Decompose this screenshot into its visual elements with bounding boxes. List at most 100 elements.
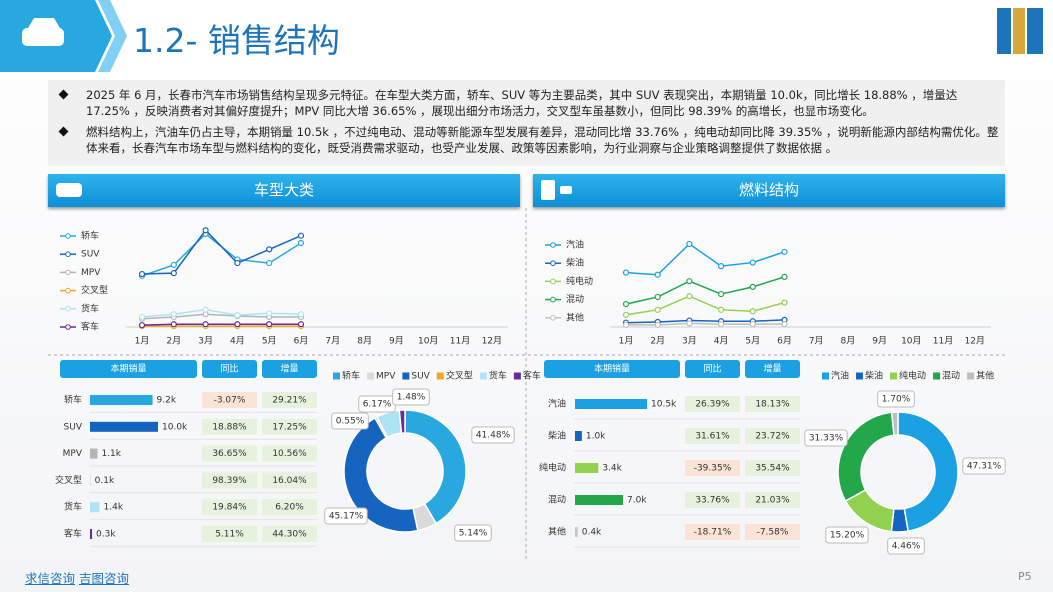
category-label: 客车: [64, 528, 82, 540]
point-marker: [297, 239, 305, 247]
table-cell-text: 33.76%: [695, 496, 730, 506]
point-marker: [297, 321, 305, 328]
page-title: 1.2- 销售结构: [133, 21, 340, 60]
legend-swatch: [333, 372, 340, 380]
legend-label: SUV: [411, 372, 430, 382]
table-cell: [262, 418, 317, 435]
point-marker: [654, 306, 661, 313]
pie-segment: [890, 411, 899, 437]
legend-label: 轿车: [342, 370, 360, 382]
legend-marker: [550, 242, 556, 248]
legend-swatch: [436, 372, 444, 380]
point-marker: [717, 306, 725, 313]
summary-box: [48, 80, 1005, 166]
table-header-label: 增量: [280, 363, 298, 375]
legend-marker: [65, 287, 71, 294]
legend-marker: [550, 315, 556, 321]
table-cell-text: 17.25%: [272, 422, 307, 432]
series-line: [141, 232, 302, 277]
legend-swatch: [822, 372, 829, 380]
point-marker: [234, 259, 241, 267]
value-label: 1.70%: [882, 395, 911, 405]
table-cell: [202, 418, 257, 435]
series-line: [626, 322, 785, 326]
bar-value-label: 10.0k: [162, 422, 188, 432]
value-label-box: [471, 426, 515, 444]
legend-label: 汽油: [831, 370, 849, 382]
table-cell: [745, 492, 800, 508]
x-tick-label: 12月: [482, 336, 502, 347]
legend-label: 交叉型: [81, 284, 108, 296]
bar-value-label: 0.1k: [95, 476, 115, 486]
table-cell: [745, 428, 800, 444]
value-label-box: [877, 390, 915, 408]
table-header-label: 同比: [220, 363, 238, 375]
value-label: 45.17%: [329, 512, 364, 522]
table-header: [60, 360, 197, 378]
logo: [1027, 8, 1043, 54]
value-label: 6.17%: [363, 400, 392, 410]
table-cell-text: 10.56%: [272, 449, 307, 459]
point-marker: [266, 246, 273, 253]
table-cell: [685, 460, 740, 476]
section-header: 燃料结构: [533, 174, 1005, 207]
pie-segment: [897, 411, 959, 533]
point-marker: [266, 321, 273, 328]
x-tick-label: 10月: [901, 336, 921, 347]
x-tick-label: 7月: [809, 336, 824, 347]
series-line: [625, 242, 785, 276]
x-tick-label: 11月: [450, 336, 470, 347]
table-cell: [202, 499, 257, 516]
legend-marker: [65, 269, 71, 276]
value-label-box: [331, 412, 369, 430]
value-label: 0.55%: [336, 417, 365, 427]
bar-value-label: 0.4k: [582, 528, 602, 538]
point-marker: [138, 313, 146, 321]
bar-value-label: 1.1k: [101, 449, 121, 459]
bullet-text: 2025 年 6 月，长春市汽车市场销售结构呈现多元特征。在车型大类方面，轿车、…: [86, 88, 958, 118]
table-header: [544, 360, 680, 378]
bar-value-label: 10.5k: [651, 400, 677, 410]
value-label: 31.33%: [809, 434, 844, 444]
point-marker: [686, 320, 693, 327]
point-marker: [654, 293, 661, 301]
series-line: [141, 229, 302, 275]
legend-swatch: [513, 372, 521, 380]
footer-link[interactable]: 求信咨询: [25, 571, 76, 586]
x-tick-label: 2月: [166, 336, 181, 347]
legend-marker: [65, 306, 71, 312]
point-marker: [297, 232, 305, 239]
legend-label: 混动: [942, 371, 960, 382]
table-header-label: 同比: [703, 363, 721, 375]
table-cell-text: -7.58%: [757, 528, 789, 538]
point-marker: [266, 259, 273, 267]
table-cell: [685, 492, 740, 508]
table-cell-text: 16.04%: [272, 476, 307, 486]
legend-label: 货车: [81, 302, 99, 314]
legend-label: 柴油: [566, 257, 584, 269]
value-label-box: [324, 507, 368, 525]
page-number: P5: [1018, 570, 1032, 583]
point-marker: [749, 283, 756, 291]
table-cell: [685, 524, 740, 540]
point-marker: [781, 321, 788, 328]
x-tick-label: 9月: [872, 336, 887, 347]
x-tick-label: 4月: [230, 336, 245, 347]
point-marker: [686, 240, 693, 248]
point-marker: [202, 306, 209, 313]
x-tick-label: 11月: [933, 336, 953, 347]
table-header-label: 本期销量: [110, 363, 146, 375]
section-icon: [541, 180, 555, 200]
table-cell-text: 36.65%: [212, 449, 247, 459]
point-marker: [622, 311, 630, 318]
footer-link[interactable]: 吉图咨询: [79, 571, 130, 586]
table-cell: [745, 396, 800, 412]
table-header: [745, 360, 800, 378]
x-tick-label: 6月: [777, 336, 792, 347]
series-line: [141, 323, 301, 326]
legend-marker: [550, 278, 556, 285]
legend-swatch: [856, 372, 864, 380]
table-cell: [262, 445, 317, 462]
category-label: 纯电动: [539, 462, 566, 474]
section-icon: [560, 186, 572, 194]
